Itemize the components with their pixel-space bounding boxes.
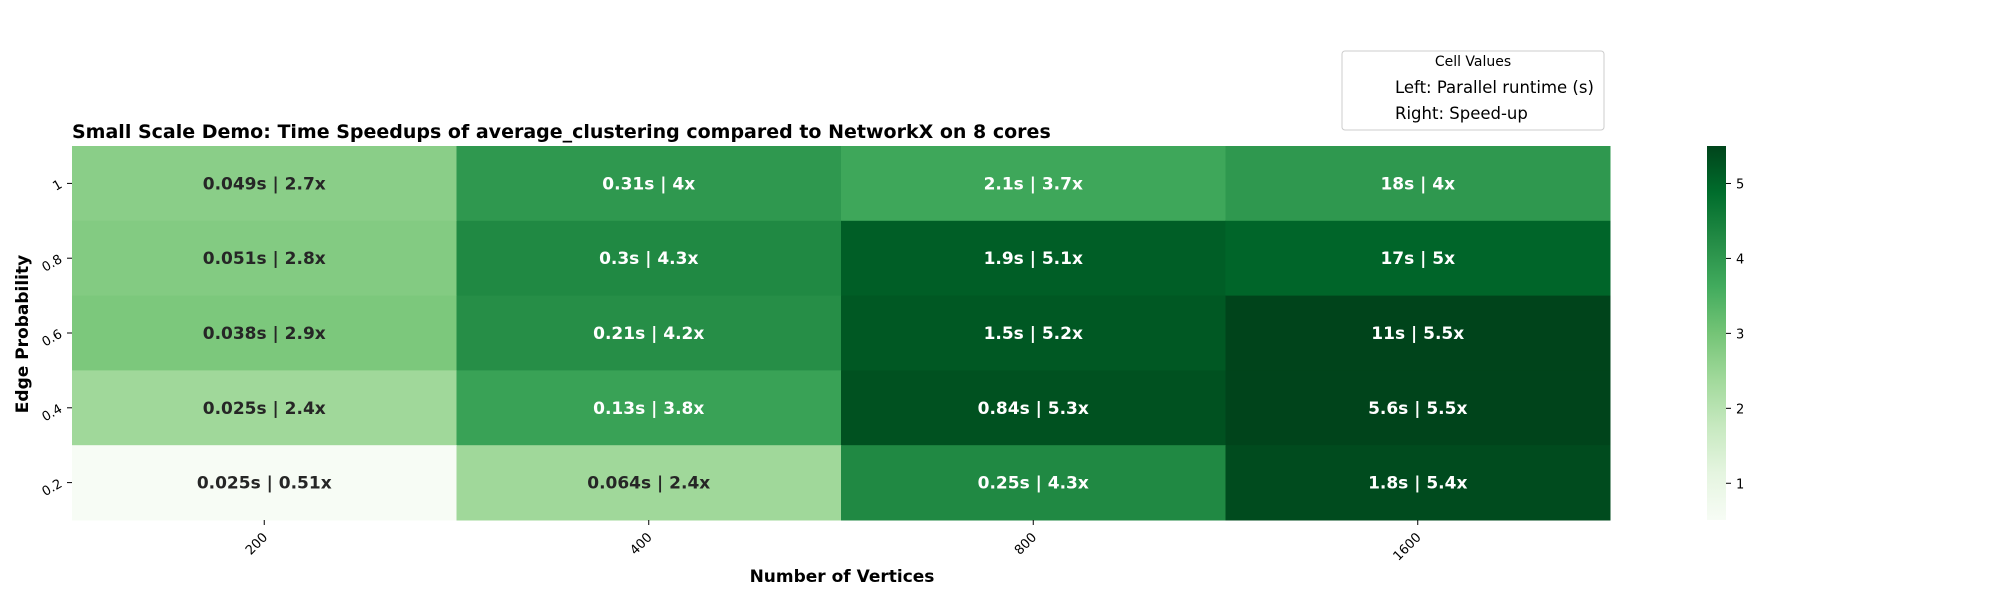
cell-label: 0.025s | 0.51x bbox=[197, 474, 332, 494]
cell-label: 1.5s | 5.2x bbox=[984, 324, 1083, 344]
y-tick-label: 0.8 bbox=[40, 252, 65, 275]
cell-label: 18s | 4x bbox=[1380, 174, 1455, 194]
heatmap-cell bbox=[72, 445, 457, 521]
heatmap-cell bbox=[841, 220, 1226, 297]
heatmap-cell bbox=[72, 295, 457, 371]
cell-label: 0.064s | 2.4x bbox=[587, 474, 710, 494]
heatmap-cell bbox=[456, 295, 842, 371]
cell-label: 0.31s | 4x bbox=[602, 174, 695, 194]
heatmap-cell bbox=[841, 295, 1226, 371]
colorbar-tick-label: 2 bbox=[1736, 402, 1744, 417]
y-tick-label: 1 bbox=[50, 177, 65, 194]
colorbar-tick-label: 3 bbox=[1736, 327, 1744, 342]
heatmap-cell bbox=[456, 220, 842, 297]
heatmap-cell bbox=[1225, 445, 1611, 521]
x-tick-label: 400 bbox=[627, 530, 655, 558]
chart-title: Small Scale Demo: Time Speedups of avera… bbox=[72, 121, 1051, 143]
heatmap-cell bbox=[72, 220, 457, 297]
colorbar-tick-label: 4 bbox=[1736, 252, 1744, 267]
x-tick-label: 800 bbox=[1012, 530, 1040, 558]
heatmap-cell bbox=[456, 445, 842, 521]
cell-label: 0.13s | 3.8x bbox=[593, 399, 704, 419]
heatmap-cell bbox=[1225, 295, 1611, 371]
x-tick-label: 200 bbox=[243, 530, 271, 558]
heatmap-cell bbox=[456, 146, 842, 222]
cell-label: 17s | 5x bbox=[1380, 249, 1455, 269]
cell-label: 5.6s | 5.5x bbox=[1368, 399, 1467, 419]
y-axis-label: Edge Probability bbox=[13, 255, 33, 413]
colorbar-tick-label: 5 bbox=[1736, 177, 1744, 192]
cell-label: 0.3s | 4.3x bbox=[599, 249, 698, 269]
cell-label: 11s | 5.5x bbox=[1371, 324, 1464, 344]
y-tick-label: 0.2 bbox=[40, 477, 65, 500]
x-axis-ticks: 200 400 800 1600 bbox=[243, 520, 1425, 564]
y-tick-label: 0.4 bbox=[40, 402, 65, 425]
colorbar-ticks: 1 2 3 4 5 bbox=[1726, 177, 1744, 492]
heatmap-cells bbox=[72, 146, 1611, 521]
x-axis-label: Number of Vertices bbox=[750, 567, 935, 587]
y-axis-ticks: 1 0.8 0.6 0.4 0.2 bbox=[40, 177, 72, 500]
colorbar bbox=[1707, 146, 1726, 520]
x-tick-label: 1600 bbox=[1391, 530, 1425, 564]
legend-entry-runtime: Left: Parallel runtime (s) bbox=[1395, 78, 1594, 97]
legend-entry-speedup: Right: Speed-up bbox=[1395, 104, 1528, 123]
heatmap-cell-labels: 0.049s | 2.7x 0.31s | 4x 2.1s | 3.7x 18s | … bbox=[197, 174, 1468, 493]
heatmap-cell bbox=[1225, 146, 1611, 222]
heatmap-cell bbox=[1225, 370, 1611, 446]
heatmap-cell bbox=[841, 146, 1226, 222]
colorbar-tick-label: 1 bbox=[1736, 477, 1744, 492]
heatmap-cell bbox=[456, 370, 842, 446]
cell-label: 0.038s | 2.9x bbox=[203, 324, 326, 344]
y-tick-label: 0.6 bbox=[40, 327, 65, 350]
legend-box bbox=[1341, 50, 1605, 131]
heatmap-cell bbox=[72, 146, 457, 222]
cell-label: 0.025s | 2.4x bbox=[203, 399, 326, 419]
heatmap-cell bbox=[841, 445, 1226, 521]
cell-label: 1.8s | 5.4x bbox=[1368, 474, 1467, 494]
cell-label: 0.051s | 2.8x bbox=[203, 249, 326, 269]
cell-label: 0.84s | 5.3x bbox=[978, 399, 1089, 419]
legend-title: Cell Values bbox=[1435, 54, 1511, 70]
cell-label: 0.21s | 4.2x bbox=[593, 324, 704, 344]
heatmap-cell bbox=[72, 370, 457, 446]
cell-label: 1.9s | 5.1x bbox=[984, 249, 1083, 269]
heatmap-cell bbox=[1225, 220, 1611, 297]
cell-label: 0.25s | 4.3x bbox=[978, 474, 1089, 494]
cell-label: 2.1s | 3.7x bbox=[984, 174, 1083, 194]
cell-label: 0.049s | 2.7x bbox=[203, 174, 326, 194]
heatmap-cell bbox=[841, 370, 1226, 446]
